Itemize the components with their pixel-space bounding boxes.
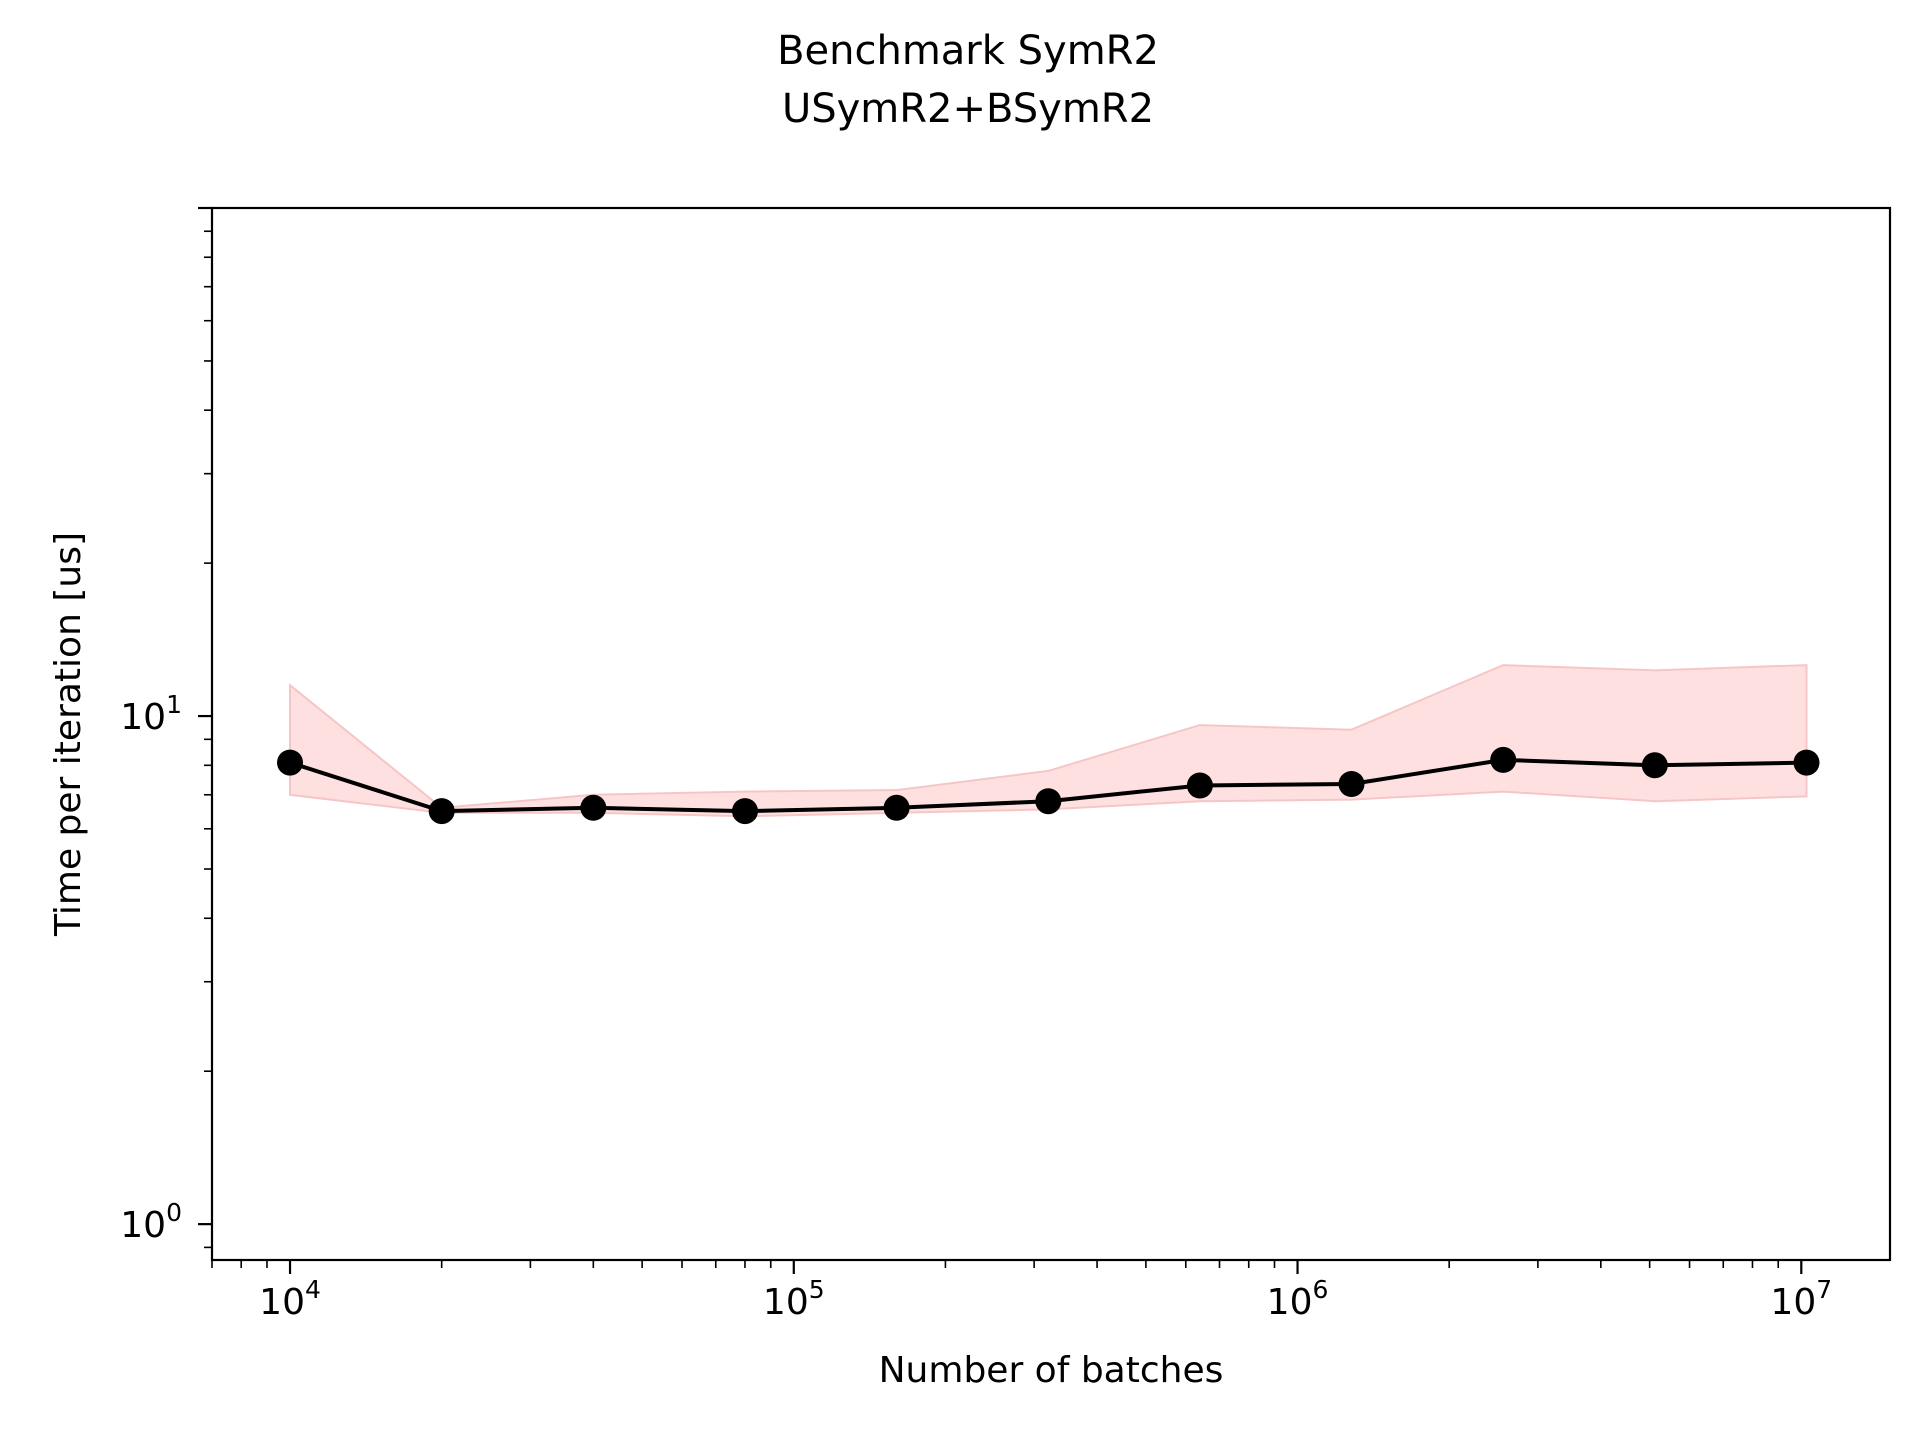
plot-area [277,664,1820,825]
data-point [1490,746,1517,773]
data-point [1793,749,1820,776]
series-0-band [289,664,1808,818]
y-tick-label: 100 [120,1198,182,1246]
data-point [732,798,758,825]
data-point [277,749,303,776]
data-point [1641,752,1668,779]
x-axis-label: Number of batches [879,1350,1224,1391]
x-tick-label: 105 [763,1275,825,1323]
chart-subtitle: USymR2+BSymR2 [782,86,1154,132]
y-axis: 100 101 [120,206,212,1249]
x-tick-label: 106 [1267,1275,1329,1323]
data-point [1035,788,1062,815]
data-point [428,798,455,825]
x-tick-label: 107 [1770,1275,1832,1323]
y-axis-label: Time per iteration [us] [48,532,89,937]
x-tick-label: 104 [259,1275,321,1323]
axes-frame [210,206,1892,1262]
x-axis: 104 105 106 107 [211,1260,1832,1323]
data-point [1338,771,1365,797]
data-point [580,794,607,821]
data-point [1186,772,1213,799]
data-point [883,794,910,821]
y-tick-label: 101 [120,690,182,738]
chart-title: Benchmark SymR2 [777,28,1159,74]
